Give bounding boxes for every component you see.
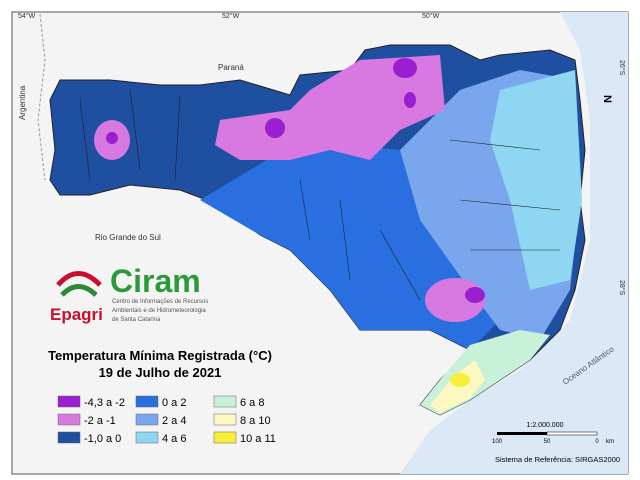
scale-label: 100 [492, 439, 503, 445]
logo-name: Ciram [110, 263, 201, 299]
logo-org: Epagri [50, 305, 103, 324]
scale-label: 0 [595, 439, 599, 445]
region [404, 92, 416, 108]
region [393, 58, 417, 78]
coord-label: 26°S [618, 60, 626, 76]
legend-swatch [57, 395, 81, 408]
legend: -4,3 a -2 -2 a -1 -1,0 a 0 0 a 2 2 a 4 4 a 6 6… [57, 395, 276, 445]
coord-label: 54°W [18, 12, 36, 20]
legend-label: 0 a 2 [162, 397, 186, 409]
coord-label: 50°W [422, 12, 440, 20]
region [450, 373, 470, 387]
place-label: Argentina [18, 85, 27, 120]
north-arrow: N [601, 95, 613, 103]
legend-label: -2 a -1 [84, 415, 116, 427]
logo-icon [56, 271, 102, 287]
legend-swatch [57, 413, 81, 426]
legend-swatch [135, 431, 159, 444]
ocean [400, 12, 628, 474]
scale-label: km [606, 439, 614, 445]
municipal-lines [79, 89, 561, 301]
scale-bar [497, 432, 547, 435]
reference: Sistema de Referência: SIRGAS2000 [495, 455, 620, 464]
region [465, 287, 485, 303]
legend-swatch [57, 431, 81, 444]
region [106, 132, 118, 144]
coord-label: 28°S [618, 280, 626, 296]
border [37, 13, 46, 181]
logo-text: de Santa Catarina [112, 317, 161, 323]
title: Temperatura Mínima Registrada (°C) [48, 348, 272, 363]
legend-label: -1,0 a 0 [84, 433, 121, 445]
region [490, 70, 582, 290]
scale-label: 50 [544, 439, 551, 445]
legend-swatch [213, 431, 237, 444]
legend-label: 2 a 4 [162, 415, 186, 427]
place-label: Paraná [218, 63, 244, 72]
scale-ratio: 1:2.000.000 [527, 422, 564, 429]
logo-icon [60, 284, 98, 297]
legend-label: 8 a 10 [240, 415, 271, 427]
legend-label: 4 a 6 [162, 433, 186, 445]
logo-text: Ambientais e de Hidrometeorologia [112, 308, 206, 314]
legend-label: -4,3 a -2 [84, 397, 125, 409]
legend-label: 6 a 8 [240, 397, 264, 409]
legend-label: 10 a 11 [240, 433, 276, 445]
legend-swatch [135, 395, 159, 408]
subtitle: 19 de Julho de 2021 [99, 365, 222, 380]
state [49, 44, 586, 416]
logo: Ciram Epagri Centro de Informações de Re… [50, 263, 208, 324]
logo-text: Centro de Informações de Recursos [112, 299, 208, 305]
legend-swatch [213, 413, 237, 426]
region [265, 118, 285, 138]
coord-label: 52°W [222, 12, 240, 20]
place-label: Rio Grande do Sul [95, 233, 161, 242]
legend-swatch [135, 413, 159, 426]
legend-swatch [213, 395, 237, 408]
scale-bar [546, 431, 598, 436]
